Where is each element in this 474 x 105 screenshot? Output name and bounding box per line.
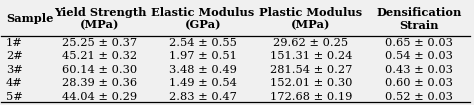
- Text: 29.62 ± 0.25: 29.62 ± 0.25: [273, 38, 348, 48]
- Text: 0.54 ± 0.03: 0.54 ± 0.03: [385, 51, 453, 61]
- Text: 1#: 1#: [6, 38, 23, 48]
- Text: 172.68 ± 0.19: 172.68 ± 0.19: [270, 92, 352, 102]
- Text: 0.60 ± 0.03: 0.60 ± 0.03: [385, 78, 453, 88]
- Text: 151.31 ± 0.24: 151.31 ± 0.24: [270, 51, 352, 61]
- Text: 4#: 4#: [6, 78, 23, 88]
- Text: 1.97 ± 0.51: 1.97 ± 0.51: [169, 51, 237, 61]
- Text: 2.83 ± 0.47: 2.83 ± 0.47: [169, 92, 237, 102]
- Text: 44.04 ± 0.29: 44.04 ± 0.29: [62, 92, 137, 102]
- Text: Yield Strength
(MPa): Yield Strength (MPa): [54, 7, 146, 31]
- Text: Densification
Strain: Densification Strain: [376, 7, 461, 31]
- Text: 2.54 ± 0.55: 2.54 ± 0.55: [169, 38, 237, 48]
- Text: 1.49 ± 0.54: 1.49 ± 0.54: [169, 78, 237, 88]
- Text: 3.48 ± 0.49: 3.48 ± 0.49: [169, 65, 237, 75]
- Text: 0.43 ± 0.03: 0.43 ± 0.03: [385, 65, 453, 75]
- Text: Plastic Modulus
(MPa): Plastic Modulus (MPa): [259, 7, 363, 31]
- Text: 0.52 ± 0.03: 0.52 ± 0.03: [385, 92, 453, 102]
- Text: 0.65 ± 0.03: 0.65 ± 0.03: [385, 38, 453, 48]
- Text: 45.21 ± 0.32: 45.21 ± 0.32: [62, 51, 137, 61]
- Text: Elastic Modulus
(GPa): Elastic Modulus (GPa): [151, 7, 255, 31]
- Text: 60.14 ± 0.30: 60.14 ± 0.30: [62, 65, 137, 75]
- Text: 25.25 ± 0.37: 25.25 ± 0.37: [62, 38, 137, 48]
- Text: 152.01 ± 0.30: 152.01 ± 0.30: [270, 78, 352, 88]
- Text: Sample: Sample: [6, 13, 54, 24]
- Text: 3#: 3#: [6, 65, 23, 75]
- Text: 2#: 2#: [6, 51, 23, 61]
- Text: 281.54 ± 0.27: 281.54 ± 0.27: [270, 65, 352, 75]
- Text: 5#: 5#: [6, 92, 23, 102]
- Text: 28.39 ± 0.36: 28.39 ± 0.36: [62, 78, 137, 88]
